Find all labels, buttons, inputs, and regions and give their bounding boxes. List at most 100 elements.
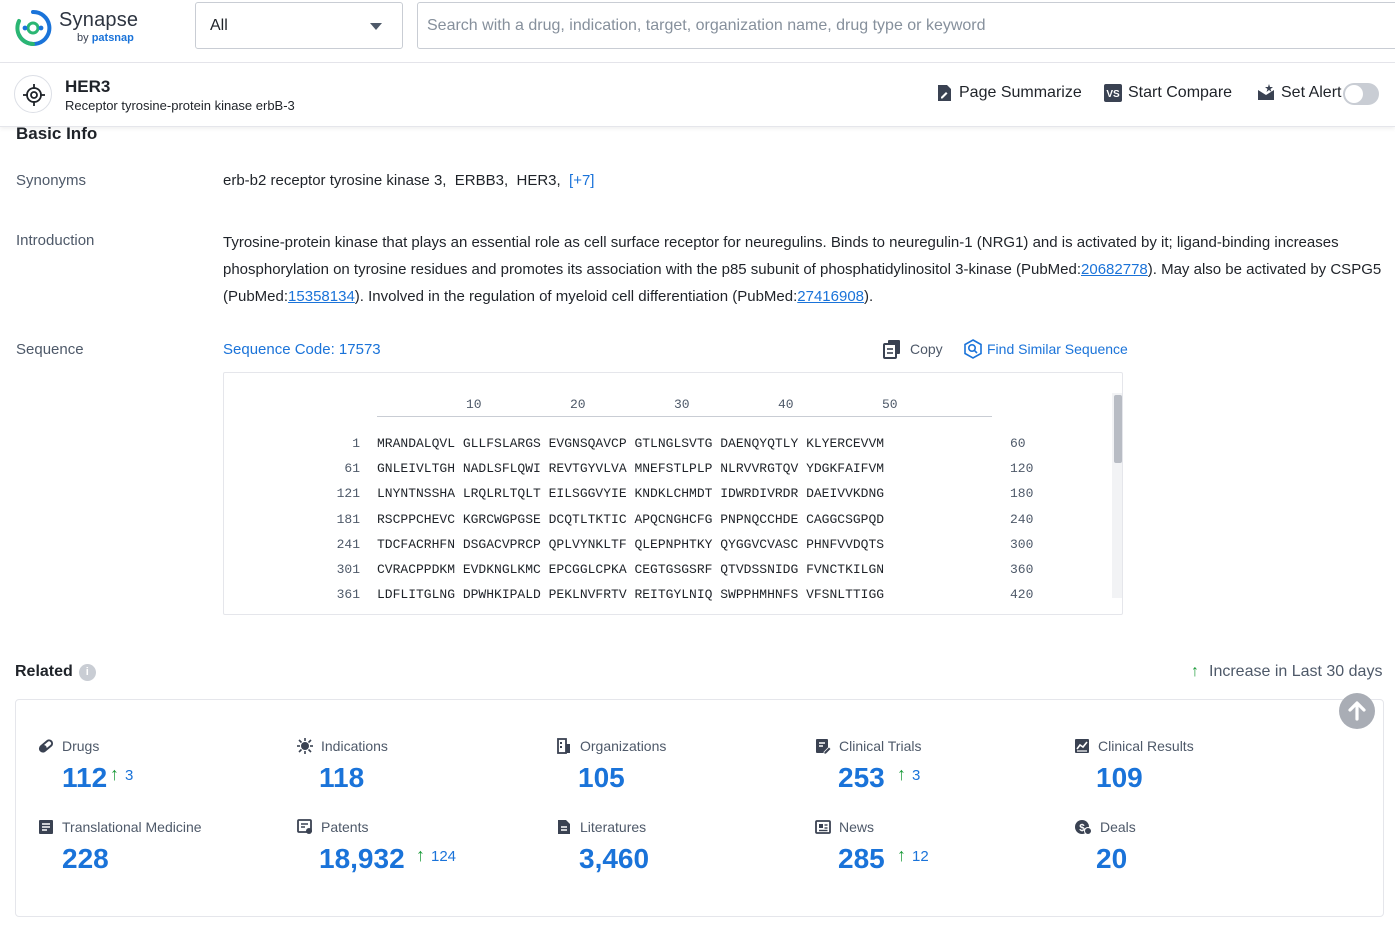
related-card-indications[interactable]: Indications 118 [275, 738, 515, 808]
search-box[interactable] [417, 2, 1395, 49]
related-card-news[interactable]: News 285 ↑12 [793, 819, 1033, 889]
card-value[interactable]: 285 [838, 843, 885, 875]
related-title: Related i [15, 663, 96, 681]
search-scope-select[interactable]: All [195, 2, 403, 49]
synonyms-more-link[interactable]: [+7] [569, 172, 594, 189]
page-summarize-label: Page Summarize [959, 84, 1082, 102]
card-label: Translational Medicine [62, 819, 202, 835]
sequence-line: 1MRANDALQVL GLLFSLARGS EVGNSQAVCP GTLNGL… [224, 436, 1104, 461]
entity-description: Receptor tyrosine-protein kinase erbB-3 [65, 98, 295, 113]
ruler-tick: 30 [674, 397, 690, 412]
copy-button[interactable]: Copy [882, 339, 943, 359]
introduction-label: Introduction [16, 232, 94, 249]
card-label: Clinical Results [1098, 738, 1194, 754]
pubmed-link[interactable]: 15358134 [288, 288, 355, 305]
scroll-to-top-button[interactable] [1339, 693, 1375, 729]
related-card-clinical-trials[interactable]: Clinical Trials 253 ↑3 [793, 738, 1033, 808]
chevron-down-icon [370, 23, 382, 30]
sequence-ruler: 10 20 30 40 50 [377, 393, 992, 417]
book-icon [38, 819, 54, 835]
card-label: Organizations [580, 738, 666, 754]
brand-name[interactable]: Synapse [59, 9, 138, 32]
sequence-lines: 1MRANDALQVL GLLFSLARGS EVGNSQAVCP GTLNGL… [224, 436, 1104, 612]
copy-icon [882, 339, 902, 359]
entity-header: HER3 Receptor tyrosine-protein kinase er… [0, 63, 1395, 127]
related-card-clinical-results[interactable]: Clinical Results 109 [1052, 738, 1292, 808]
sequence-line: 181RSCPPCHEVC KGRCWGPGSE DCQTLTKTIC APQC… [224, 512, 1104, 537]
sequence-line: 121LNYNTNSSHA LRQLRLTQLT EILSGGVYIE KNDK… [224, 486, 1104, 511]
newspaper-icon [815, 819, 831, 835]
increase-legend: ↑ Increase in Last 30 days [1191, 663, 1382, 681]
card-value[interactable]: 112 [62, 762, 107, 794]
synonyms-value: erb-b2 receptor tyrosine kinase 3, ERBB3… [223, 172, 594, 189]
card-increase: ↑124 [416, 845, 456, 866]
pubmed-link[interactable]: 20682778 [1081, 261, 1148, 278]
compare-icon: VS [1104, 84, 1122, 102]
card-value[interactable]: 118 [319, 762, 364, 794]
clipboard-icon [815, 738, 831, 754]
svg-text:VS: VS [1106, 89, 1120, 100]
card-label: News [839, 819, 874, 835]
basic-info-title: Basic Info [16, 124, 97, 144]
search-input[interactable] [427, 15, 1327, 37]
related-card-translational-medicine[interactable]: Translational Medicine 228 [16, 819, 256, 889]
find-similar-sequence-button[interactable]: Find Similar Sequence [963, 339, 1128, 359]
patent-icon [297, 819, 313, 835]
set-alert-button[interactable]: Set Alert [1257, 84, 1341, 102]
card-value[interactable]: 18,932 [319, 843, 405, 875]
pill-icon [38, 738, 54, 754]
chart-doc-icon [1074, 738, 1090, 754]
set-alert-label: Set Alert [1281, 84, 1341, 102]
related-card-patents[interactable]: Patents 18,932 ↑124 [275, 819, 515, 889]
start-compare-label: Start Compare [1128, 84, 1232, 102]
card-value[interactable]: 3,460 [579, 843, 649, 875]
sequence-line: 241TDCFACRHFN DSGACVPRCP QPLVYNKLTF QLEP… [224, 537, 1104, 562]
card-increase: ↑12 [897, 845, 929, 866]
search-scope-value: All [210, 17, 228, 35]
target-icon [14, 75, 52, 113]
card-value[interactable]: 105 [578, 762, 625, 794]
sequence-line: 361LDFLITGLNG DPWHKIPALD PEKLNVFRTV REIT… [224, 587, 1104, 612]
summarize-icon [935, 84, 953, 102]
related-card-deals[interactable]: $ Deals 20 [1052, 819, 1292, 889]
related-card-drugs[interactable]: Drugs 112 ↑3 [16, 738, 256, 808]
card-increase: ↑3 [110, 764, 133, 785]
alert-toggle[interactable] [1343, 83, 1379, 105]
sequence-code-link[interactable]: Sequence Code: 17573 [223, 341, 381, 358]
top-bar: Synapse by patsnap All [0, 0, 1395, 63]
ruler-tick: 50 [882, 397, 898, 412]
ruler-tick: 20 [570, 397, 586, 412]
sequence-viewer[interactable]: 10 20 30 40 50 1MRANDALQVL GLLFSLARGS EV… [223, 372, 1123, 615]
related-card-organizations[interactable]: Organizations 105 [534, 738, 774, 808]
card-value[interactable]: 253 [838, 762, 885, 794]
arrow-up-icon: ↑ [1191, 663, 1199, 681]
related-card-literatures[interactable]: Literatures 3,460 [534, 819, 774, 889]
card-label: Patents [321, 819, 368, 835]
card-value[interactable]: 109 [1096, 762, 1143, 794]
synonym: HER3, [517, 172, 561, 189]
card-increase: ↑3 [897, 764, 920, 785]
alert-icon [1257, 84, 1275, 102]
card-label: Literatures [580, 819, 646, 835]
increase-legend-label: Increase in Last 30 days [1209, 663, 1382, 681]
card-value[interactable]: 20 [1096, 843, 1127, 875]
brand-subtitle: by patsnap [77, 32, 134, 44]
synonym: erb-b2 receptor tyrosine kinase 3, [223, 172, 446, 189]
ruler-tick: 10 [466, 397, 482, 412]
arrow-up-circle-icon [1339, 693, 1375, 729]
info-icon[interactable]: i [79, 664, 96, 681]
virus-icon [297, 738, 313, 754]
pubmed-link[interactable]: 27416908 [797, 288, 864, 305]
sequence-scrollbar-thumb[interactable] [1114, 395, 1122, 463]
page-summarize-button[interactable]: Page Summarize [935, 84, 1082, 102]
card-label: Deals [1100, 819, 1136, 835]
card-label: Drugs [62, 738, 99, 754]
deal-icon: $ [1074, 819, 1092, 835]
card-value[interactable]: 228 [62, 843, 109, 875]
start-compare-button[interactable]: VS Start Compare [1104, 84, 1232, 102]
sequence-line: 61GNLEIVLTGH NADLSFLQWI REVTGYVLVA MNEFS… [224, 461, 1104, 486]
card-label: Clinical Trials [839, 738, 921, 754]
synapse-logo-icon[interactable] [14, 9, 54, 49]
related-panel: Drugs 112 ↑3 Indications 118 Organizatio… [15, 699, 1384, 917]
find-similar-label: Find Similar Sequence [987, 341, 1128, 357]
